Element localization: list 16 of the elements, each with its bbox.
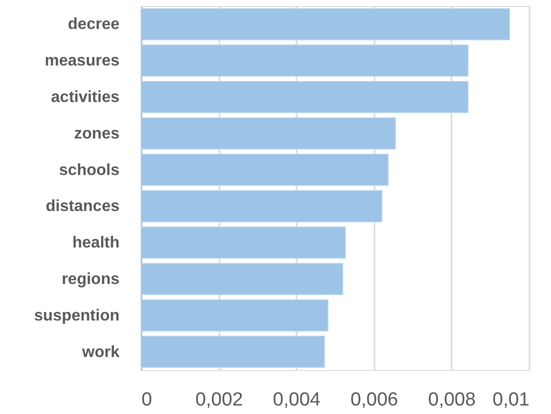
y-tick-label: distances <box>46 198 120 216</box>
y-tick-label: schools <box>59 162 120 179</box>
y-tick-label: suspention <box>34 307 120 324</box>
y-tick-label: work <box>81 344 120 361</box>
y-tick-label: decree <box>68 16 120 34</box>
y-tick-label: zones <box>74 125 120 142</box>
x-tick-label: 0 <box>142 390 152 410</box>
x-tick-label: 0,004 <box>272 390 321 410</box>
y-tick-label: activities <box>51 89 120 106</box>
y-tick-label: measures <box>44 52 120 70</box>
x-tick-label: 0,01 <box>492 390 530 410</box>
x-tick-label: 0,008 <box>428 390 476 410</box>
x-tick-label: 0,002 <box>195 390 243 410</box>
y-tick-label: health <box>72 234 120 252</box>
x-tick-label: 0,006 <box>350 390 398 410</box>
y-tick-label: regions <box>62 271 120 288</box>
